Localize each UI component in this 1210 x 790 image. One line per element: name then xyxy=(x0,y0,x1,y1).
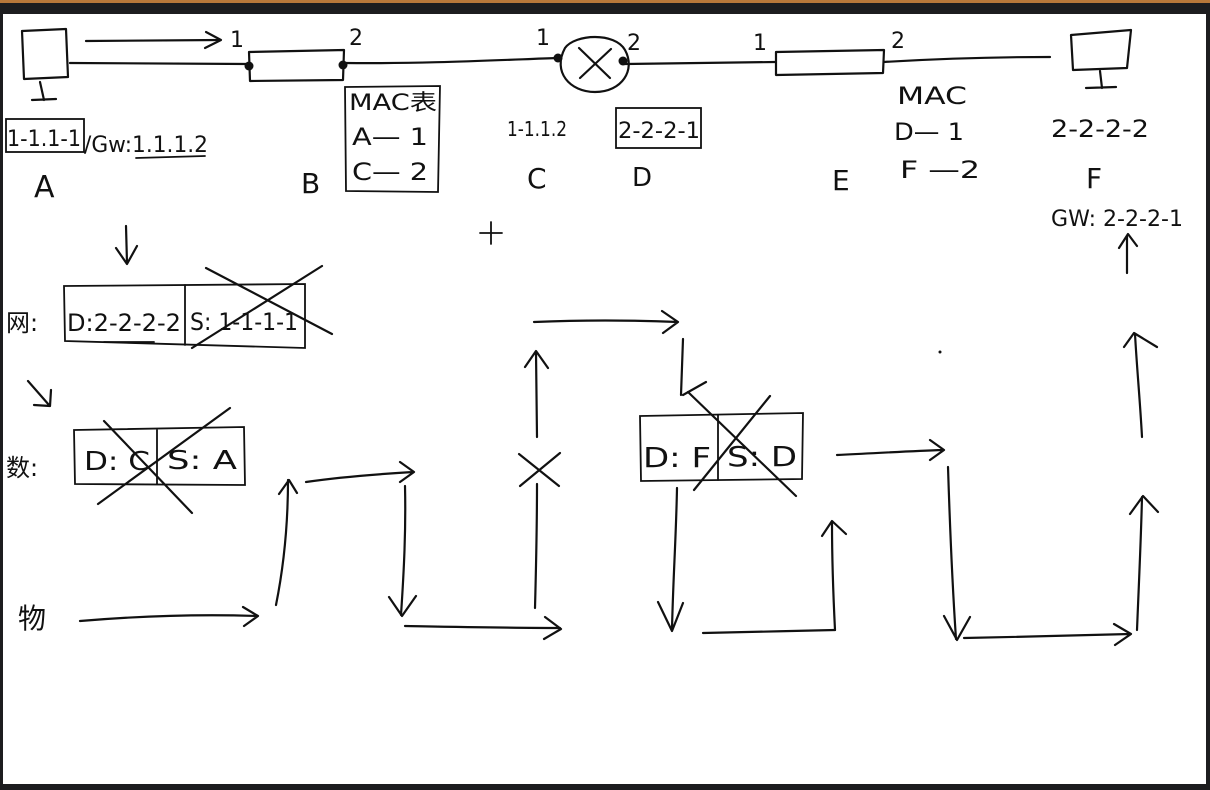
router-d-name: D xyxy=(632,163,652,193)
mac-table-e-row2: F —2 xyxy=(900,156,980,184)
dl-left-src: S: A xyxy=(167,446,237,476)
host-a-name: A xyxy=(34,170,55,205)
gw-f-label: GW: 2-2-2-1 xyxy=(1051,207,1183,232)
link-router-e xyxy=(622,60,777,66)
stray-mark xyxy=(938,350,942,354)
mac-table-e-title: MAC xyxy=(897,82,967,110)
router-c-name: C xyxy=(527,162,547,195)
dl-right-dest: D: F xyxy=(643,441,711,474)
switch-b-icon xyxy=(244,48,348,83)
network-packet-dest: D:2-2-2-2 xyxy=(67,309,181,337)
switch-e-name: E xyxy=(832,164,850,197)
layer-physical-label: 物 xyxy=(18,602,46,635)
switch-b-name: B xyxy=(301,167,320,200)
window-bottom-bar xyxy=(0,784,1210,790)
gw-a-label: /Gw:1.1.1.2 xyxy=(84,133,208,158)
mac-table-b-row2: C— 2 xyxy=(352,158,428,186)
mac-table-b-row1: A— 1 xyxy=(352,123,428,151)
arrow-a-to-b xyxy=(84,30,223,50)
mac-table-e-row1: D— 1 xyxy=(894,118,964,146)
down-arrow-a xyxy=(114,224,139,266)
datalink-frame-right: D: F S: D xyxy=(639,380,804,498)
window-left-edge xyxy=(0,14,3,784)
port-b1-label: 1 xyxy=(230,28,244,53)
ip-a-box xyxy=(5,118,85,153)
network-packet-src: S: 1-1-1-1 xyxy=(190,308,298,336)
layer-network-label: 网: xyxy=(6,309,38,337)
router-icon xyxy=(553,36,630,94)
host-f-name: F xyxy=(1086,162,1102,195)
link-a-b xyxy=(68,61,250,66)
cursor-crosshair-icon xyxy=(479,221,503,245)
port-b2-label: 2 xyxy=(349,26,363,51)
network-packet: D:2-2-2-2 S: 1-1-1-1 xyxy=(63,264,334,350)
port-c1-label: 1 xyxy=(536,26,550,51)
link-e-f xyxy=(882,55,1052,64)
gw-a-underline xyxy=(135,155,206,159)
window-right-edge xyxy=(1206,14,1210,784)
port-c2-label: 2 xyxy=(627,31,641,56)
link-b-c xyxy=(343,56,559,65)
ip-a-label: 1-1.1-1 xyxy=(7,127,81,152)
ip-c-label: 1-1.1.2 xyxy=(507,117,567,141)
dl-left-dest: D: C xyxy=(84,447,150,477)
host-a-icon xyxy=(20,27,70,102)
ip-d-label: 2-2-2-1 xyxy=(618,119,700,144)
switch-e-icon xyxy=(774,48,886,77)
mac-table-b-title: MAC表 xyxy=(349,91,437,116)
down-arrow-network xyxy=(26,379,53,408)
ip-d-box xyxy=(615,107,702,149)
datalink-frame-left: D: C S: A xyxy=(73,406,246,515)
port-e1-label: 1 xyxy=(753,31,767,56)
layer-datalink-label: 数: xyxy=(6,454,38,482)
port-e2-label: 2 xyxy=(891,29,905,54)
window-top-accent xyxy=(0,0,1210,3)
host-f-icon xyxy=(1069,28,1133,90)
dl-right-src: S: D xyxy=(727,440,797,473)
mac-table-b: MAC表 A— 1 C— 2 xyxy=(344,85,441,193)
window-top-bar xyxy=(0,0,1210,14)
ip-f-label: 2-2-2-2 xyxy=(1051,115,1149,143)
packet-flow-path xyxy=(78,232,1160,647)
